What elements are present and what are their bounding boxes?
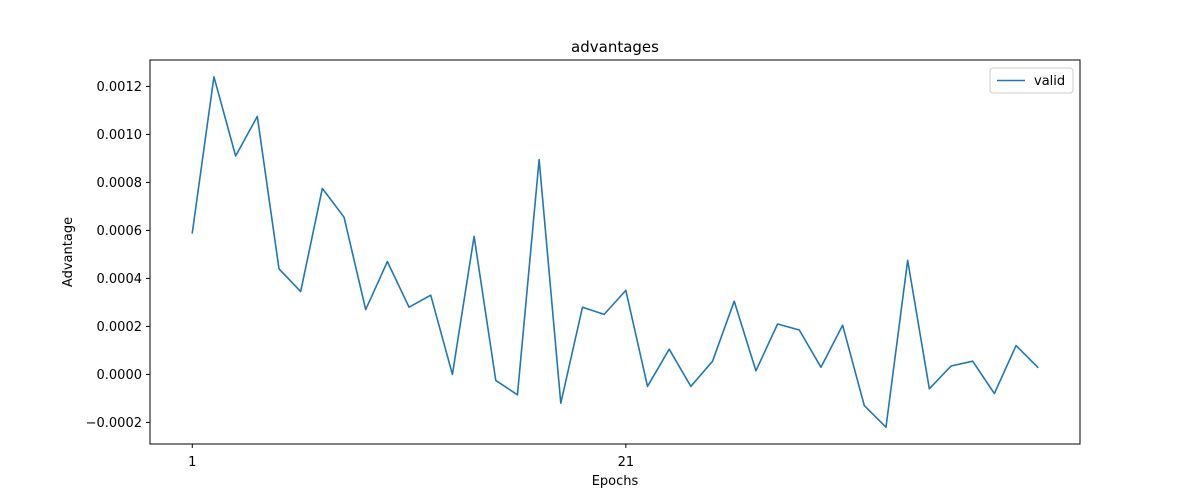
y-tick-label: −0.0002 (86, 416, 142, 431)
y-tick-label: 0.0010 (97, 128, 143, 143)
legend-label-valid: valid (1034, 74, 1065, 89)
y-tick-label: 0.0000 (97, 368, 143, 383)
legend-box (989, 67, 1074, 94)
x-axis-label: Epochs (592, 474, 639, 489)
series-line-valid (191, 76, 1039, 428)
y-tick-label: 0.0006 (97, 224, 143, 239)
x-axis-ticks: 1 21 (188, 444, 634, 470)
x-tick-label: 21 (618, 455, 635, 470)
chart-title: advantages (571, 38, 659, 56)
y-tick-label: 0.0008 (97, 176, 143, 191)
y-tick-label: 0.0002 (97, 320, 143, 335)
y-tick-label: 0.0004 (97, 272, 143, 287)
x-tick-label: 1 (188, 455, 196, 470)
plot-frame (149, 59, 1081, 445)
y-axis-ticks: −0.0002 0.0000 0.0002 0.0004 0.0006 0.0008 0.0… (86, 80, 150, 431)
y-axis-label: Advantage (61, 217, 76, 287)
y-tick-label: 0.0012 (97, 80, 143, 95)
legend: valid (989, 67, 1074, 94)
